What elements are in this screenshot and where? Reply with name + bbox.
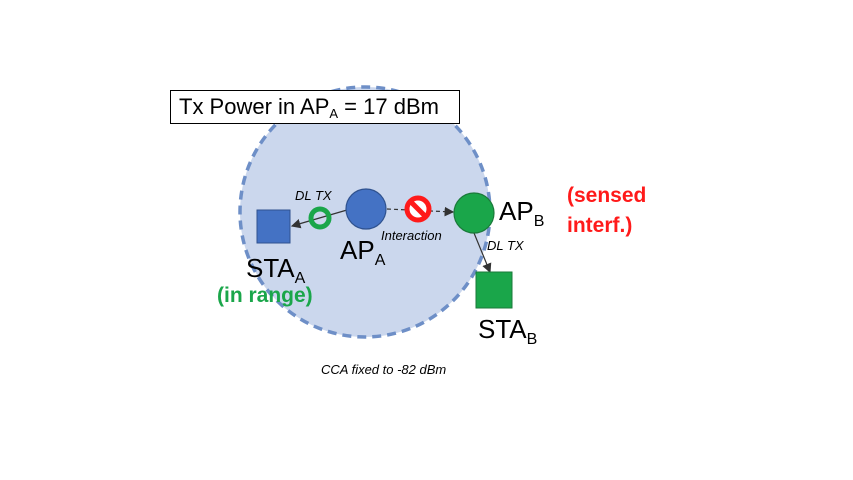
ap-b-node (453, 192, 495, 234)
interaction-label: Interaction (381, 228, 442, 243)
ok-ring-icon (308, 206, 332, 230)
dl-tx-b-label: DL TX (487, 238, 524, 253)
ap-a-label: APA (340, 235, 386, 269)
tx-power-suffix: = 17 dBm (338, 94, 439, 119)
dl-tx-a-label: DL TX (295, 188, 332, 203)
tx-power-prefix: Tx Power in AP (179, 94, 330, 119)
prohibited-icon (404, 195, 432, 223)
dl-tx-arrow-b (473, 232, 492, 274)
sta-a-label: STAA (246, 253, 306, 287)
sta-a-node (256, 209, 291, 244)
ap-a-node (345, 188, 387, 230)
ap-b-label: APB (499, 196, 545, 230)
tx-power-sub: A (329, 106, 339, 121)
sta-b-node (475, 271, 513, 309)
cca-label: CCA fixed to -82 dBm (321, 362, 447, 377)
in-range-label: (in range) (217, 284, 313, 307)
dl-tx-arrow-a (290, 209, 348, 229)
sta-b-label: STAB (478, 314, 538, 348)
sensed-interf-label: (sensed interf.) (567, 184, 647, 237)
tx-power-box: Tx Power in APA = 17 dBm (170, 90, 460, 124)
